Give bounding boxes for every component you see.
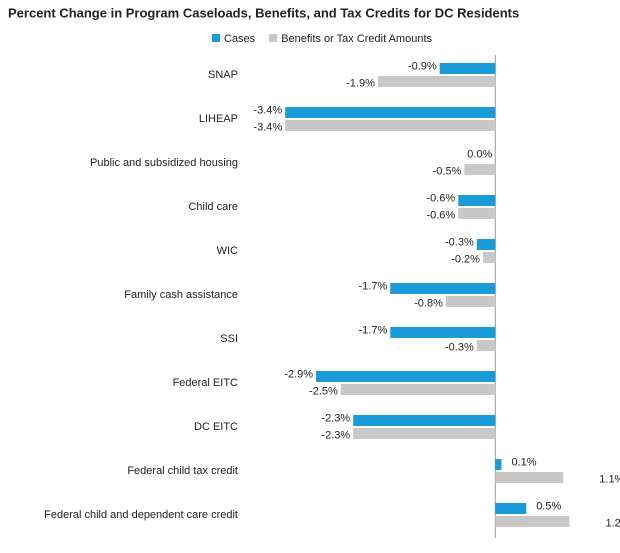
value-label: -2.5% (309, 385, 338, 397)
legend-label: Benefits or Tax Credit Amounts (281, 33, 432, 45)
category-label: LIHEAP (199, 113, 238, 125)
category-label: Federal EITC (173, 377, 238, 389)
bar (316, 371, 496, 382)
value-label: -0.2% (451, 253, 480, 265)
bar (377, 76, 496, 87)
category-label: Child care (188, 201, 238, 213)
legend-label: Cases (224, 33, 256, 45)
bar (445, 296, 496, 307)
chart-title: Percent Change in Program Caseloads, Ben… (8, 5, 519, 20)
value-label: -1.9% (346, 77, 375, 89)
bar (495, 503, 527, 514)
value-label: 0.0% (467, 148, 492, 160)
category-label: Federal child tax credit (127, 465, 238, 477)
value-label: 0.1% (511, 456, 536, 468)
value-label: -1.7% (358, 280, 387, 292)
legend-swatch (212, 34, 220, 42)
bar (482, 252, 496, 263)
category-label: Federal child and dependent care credit (44, 509, 238, 521)
value-label: -2.3% (321, 429, 350, 441)
value-label: -0.3% (445, 236, 474, 248)
value-label: -0.6% (426, 192, 455, 204)
bar (285, 120, 496, 131)
value-label: -0.6% (426, 209, 455, 221)
category-label: SNAP (208, 69, 238, 81)
bar (458, 208, 496, 219)
bar (495, 516, 570, 527)
value-label: -0.9% (408, 60, 437, 72)
value-label: -1.7% (358, 324, 387, 336)
value-label: 1.2% (605, 517, 620, 529)
value-label: 1.1% (599, 473, 620, 485)
bar (476, 239, 496, 250)
bar (495, 459, 502, 470)
value-label: -3.4% (253, 104, 282, 116)
bar (464, 164, 496, 175)
bar (390, 327, 496, 338)
bar (390, 283, 496, 294)
bar (285, 107, 496, 118)
category-label: SSI (220, 333, 238, 345)
bar (340, 384, 496, 395)
category-label: WIC (217, 245, 238, 257)
bar (439, 63, 496, 74)
value-label: -3.4% (253, 121, 282, 133)
category-label: DC EITC (194, 421, 238, 433)
bar (458, 195, 496, 206)
value-label: 0.5% (536, 500, 561, 512)
bar (353, 415, 496, 426)
value-label: -0.5% (433, 165, 462, 177)
value-label: -0.3% (445, 341, 474, 353)
bar (353, 428, 496, 439)
value-label: -0.8% (414, 297, 443, 309)
category-label: Family cash assistance (124, 289, 238, 301)
value-label: -2.3% (321, 412, 350, 424)
bar (495, 472, 564, 483)
value-label: -2.9% (284, 368, 313, 380)
legend-swatch (269, 34, 278, 42)
bar (476, 340, 496, 351)
category-label: Public and subsidized housing (90, 157, 238, 169)
